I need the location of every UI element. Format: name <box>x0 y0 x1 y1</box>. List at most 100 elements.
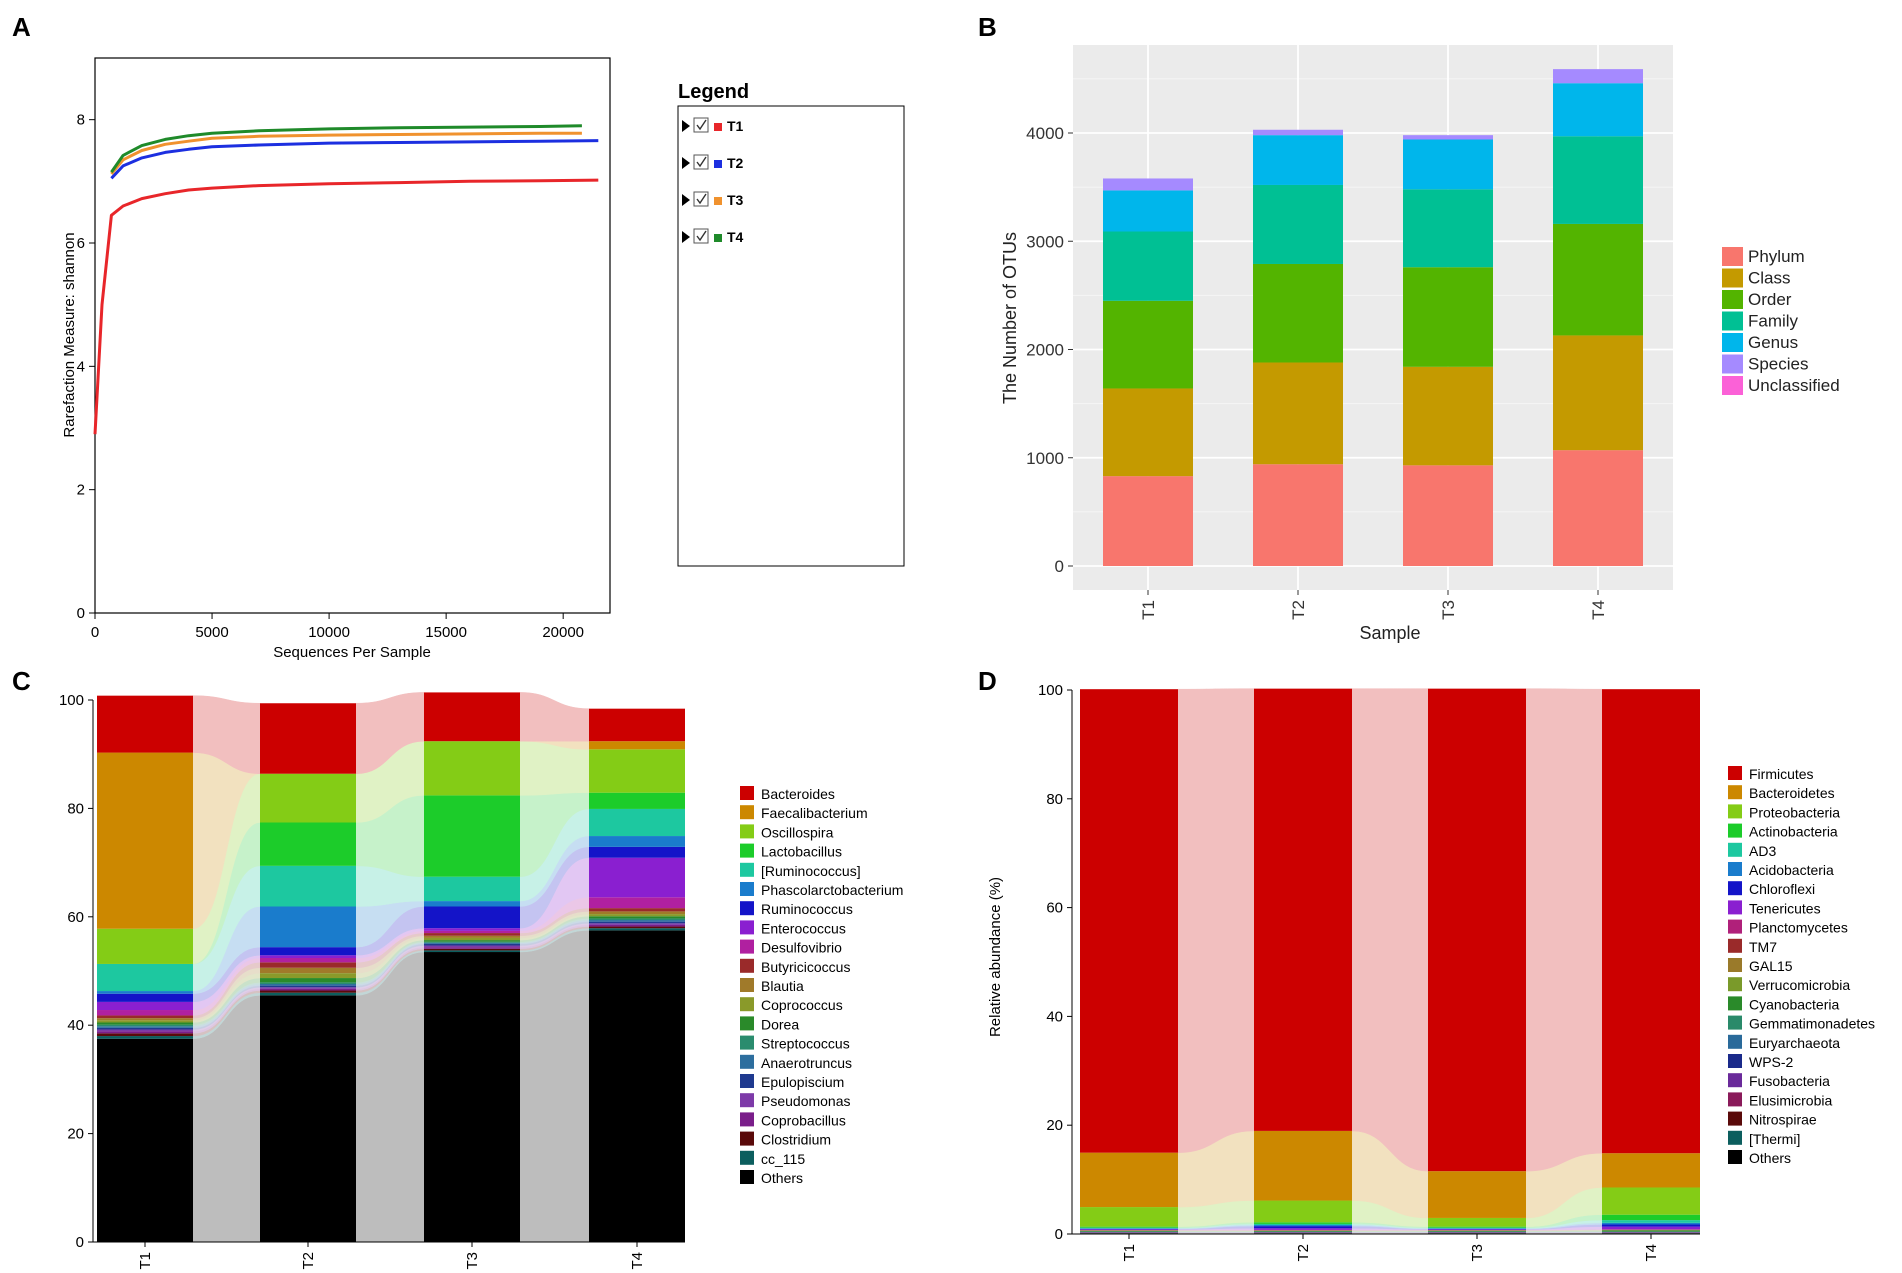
panel-d-bar-segment-firmicutes <box>1254 688 1352 1131</box>
panel-b-bar-segment-species <box>1103 178 1193 191</box>
panel-a-legend-item-t3[interactable]: T3 <box>682 191 744 208</box>
panel-d-legend-item-fusobacteria: Fusobacteria <box>1728 1073 1830 1089</box>
panel-b-legend-item-phylum: Phylum <box>1722 247 1805 266</box>
legend-swatch <box>1728 900 1742 915</box>
panel-b-bar-segment-class <box>1403 366 1493 466</box>
panel-c-bar-segment-epulopiscium <box>424 943 520 946</box>
panel-b-bar-segment-order <box>1253 263 1343 363</box>
legend-swatch <box>714 234 722 242</box>
legend-label: Family <box>1748 312 1799 331</box>
panel-c-bar-segment-butyricicoccus <box>424 933 520 936</box>
legend-label: Coprobacillus <box>761 1112 846 1128</box>
panel-d-y-tick-label: 20 <box>1046 1117 1063 1134</box>
panel-c-legend-item-coprococcus: Coprococcus <box>740 997 843 1013</box>
legend-label: WPS-2 <box>1749 1054 1794 1070</box>
panel-d-x-tick-label: T4 <box>1643 1244 1660 1262</box>
panel-d-bar-segment-chloroflexi <box>1254 1226 1352 1229</box>
panel-d-legend-item-euryarchaeota: Euryarchaeota <box>1728 1034 1840 1051</box>
panel-c-legend-item-butyricicoccus: Butyricicoccus <box>740 958 850 975</box>
panel-b-bar-segment-phylum <box>1253 464 1343 566</box>
panel-c-bar-segment-desulfovibrio <box>424 930 520 934</box>
panel-c-flow-bacteroides <box>519 692 590 742</box>
panel-c-bar-segment-cc-115 <box>424 950 520 953</box>
expand-arrow-icon[interactable] <box>682 157 690 169</box>
panel-c-bar-segment-coprococcus <box>424 937 520 941</box>
legend-swatch <box>1722 376 1743 395</box>
panel-c-legend-item-streptococcus: Streptococcus <box>740 1035 850 1052</box>
panel-d-bar-segment-actinobacteria <box>1602 1214 1700 1221</box>
expand-arrow-icon[interactable] <box>682 194 690 206</box>
panel-a-legend: T1 T2 T3 T4 <box>682 117 744 245</box>
panel-d-bar-segment-firmicutes <box>1080 689 1178 1153</box>
legend-swatch <box>740 882 754 896</box>
legend-swatch <box>740 920 754 935</box>
legend-label: Phascolarctobacterium <box>761 882 903 898</box>
panel-a-legend-item-t1[interactable]: T1 <box>682 117 744 134</box>
panel-a-x-tick-label: 5000 <box>195 624 228 641</box>
panel-c-bar-segment-clostridium <box>260 990 356 993</box>
panel-d-bar-segment-ad3 <box>1254 1223 1352 1226</box>
legend-swatch <box>1728 804 1742 819</box>
panel-d-bar-segment-proteobacteria <box>1602 1187 1700 1215</box>
legend-swatch <box>740 901 754 916</box>
panel-d-bar-segment-bacteroidetes <box>1602 1153 1700 1188</box>
panel-c-bar-segment-oscillospira <box>260 773 356 823</box>
legend-label: Bacteroides <box>761 786 835 802</box>
panel-c-bar-segment-epulopiscium <box>589 921 685 924</box>
panel-b-x-tick-label: T2 <box>1289 600 1308 620</box>
panel-b-legend-item-class: Class <box>1722 268 1791 288</box>
panel-label-b: B <box>978 12 997 42</box>
panel-c-bar-segment-lactobacillus <box>260 822 356 866</box>
expand-arrow-icon[interactable] <box>682 120 690 132</box>
panel-b-legend-item-family: Family <box>1722 311 1799 331</box>
panel-d-legend-item-ad3: AD3 <box>1728 842 1776 859</box>
panel-c-bar-segment-bacteroides <box>424 692 520 742</box>
panel-a-series-line-t1 <box>93 178 599 435</box>
panel-c-bar-segment-cc-115 <box>260 992 356 996</box>
legend-label: T4 <box>727 229 744 245</box>
panel-a-legend-item-t4[interactable]: T4 <box>682 228 744 245</box>
legend-label: Oscillospira <box>761 824 834 840</box>
panel-c-bar-segment-anaerotruncus <box>424 942 520 944</box>
expand-arrow-icon[interactable] <box>682 231 690 243</box>
panel-a-legend-item-t2[interactable]: T2 <box>682 154 744 171</box>
panel-c-bar-segment-pseudomonas <box>424 945 520 948</box>
panel-c-bar-segment-ruminococcus <box>97 963 193 992</box>
panel-c-flows <box>192 692 590 1243</box>
panel-c-bar-segment-others <box>589 930 685 1242</box>
legend-swatch <box>1728 1092 1742 1107</box>
legend-label: Proteobacteria <box>1749 804 1840 820</box>
panel-c-legend-item-anaerotruncus: Anaerotruncus <box>740 1054 852 1071</box>
panel-d-bar-segment-chloroflexi <box>1428 1228 1526 1230</box>
panel-d-legend-item-elusimicrobia: Elusimicrobia <box>1728 1092 1832 1108</box>
panel-d-bar-segment-ad3 <box>1602 1220 1700 1223</box>
panel-d-legend-item-tenericutes: Tenericutes <box>1728 900 1821 916</box>
panel-c-bar-segment-blautia <box>424 935 520 938</box>
legend-swatch <box>740 958 754 973</box>
panel-c-legend-item-coprobacillus: Coprobacillus <box>740 1112 846 1128</box>
panel-c-bar-segment-phascolarctobacterium <box>97 991 193 994</box>
panel-c-flow-others <box>355 951 425 1243</box>
panel-b-bar-segment-species <box>1253 129 1343 136</box>
legend-label: Enterococcus <box>761 920 846 936</box>
panel-a-series-line-t4 <box>110 124 582 173</box>
legend-label: Euryarchaeota <box>1749 1035 1840 1051</box>
panel-d-legend-item-planctomycetes: Planctomycetes <box>1728 919 1848 936</box>
legend-label: Faecalibacterium <box>761 805 868 821</box>
checkmark-icon <box>696 156 707 168</box>
legend-label: Order <box>1748 290 1792 309</box>
panel-b-bar-segment-family <box>1103 231 1193 301</box>
legend-label: Verrucomicrobia <box>1749 977 1850 993</box>
panel-c-bar-segment-epulopiscium <box>97 1027 193 1030</box>
legend-swatch <box>1722 354 1743 374</box>
panel-d-y-tick-label: 40 <box>1046 1008 1063 1025</box>
panel-c-legend-item-desulfovibrio: Desulfovibrio <box>740 939 842 956</box>
panel-c-y-tick-label: 20 <box>67 1126 84 1143</box>
legend-swatch <box>740 1054 754 1069</box>
panel-c-bar-segment-dorea <box>260 978 356 983</box>
legend-label: Blautia <box>761 978 804 994</box>
legend-label: Chloroflexi <box>1749 881 1815 897</box>
legend-swatch <box>1728 862 1742 876</box>
panel-c-bar-segment-others <box>424 952 520 1242</box>
panel-c-y-tick-label: 40 <box>67 1017 84 1034</box>
